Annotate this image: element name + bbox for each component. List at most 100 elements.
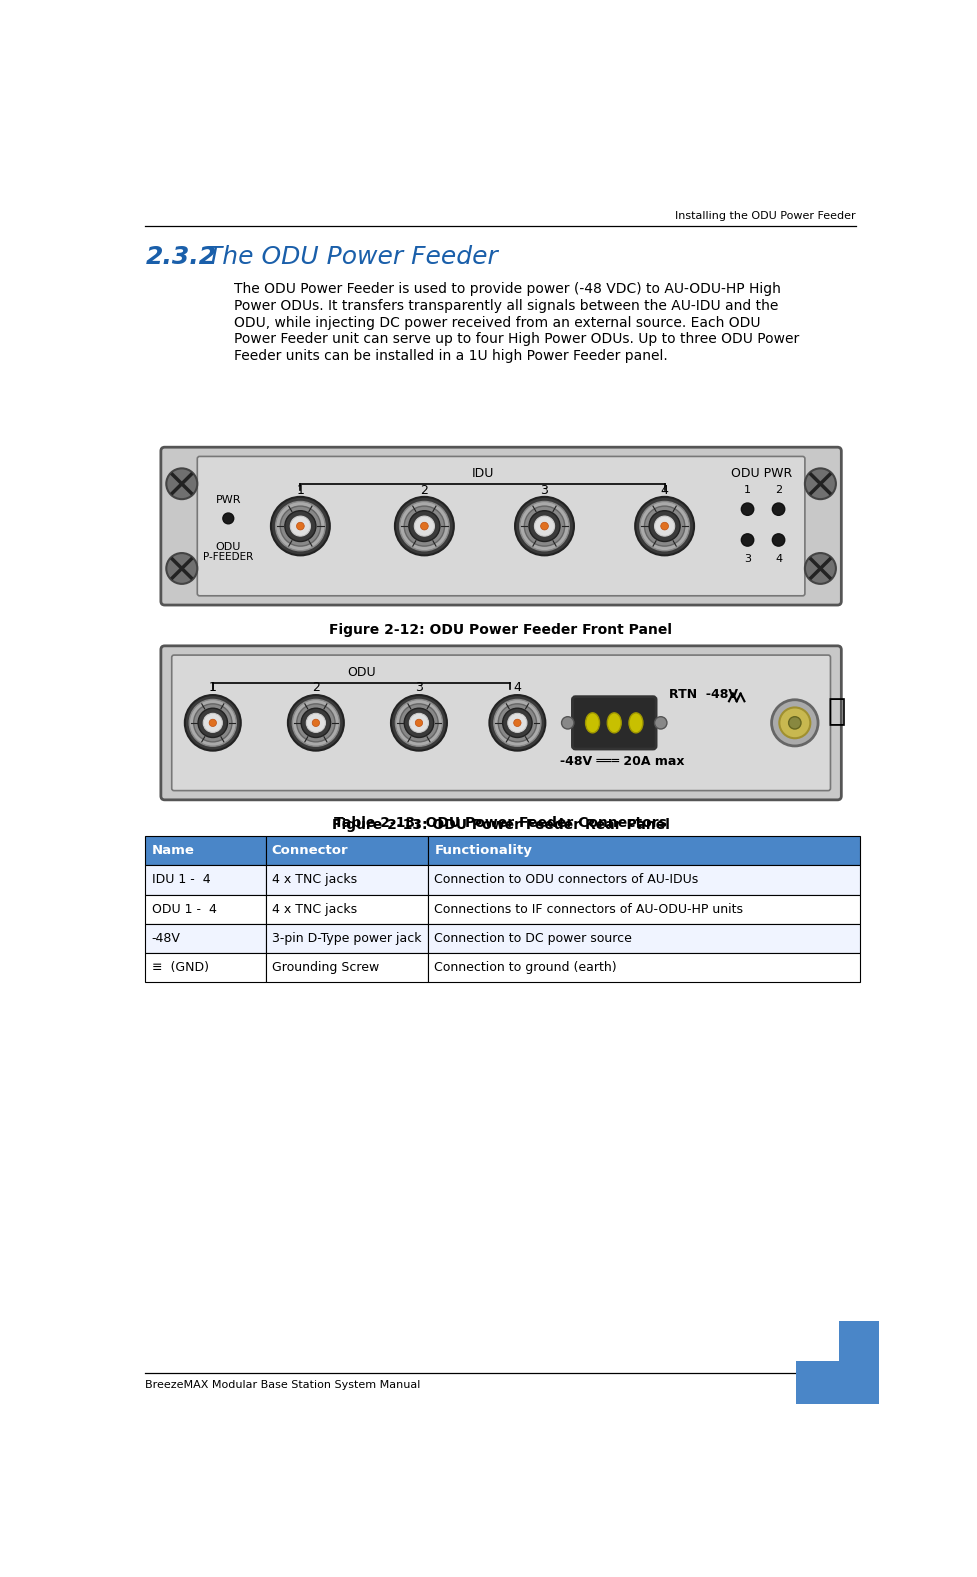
Text: 4: 4 xyxy=(514,681,522,694)
Text: PWR: PWR xyxy=(216,495,241,505)
Circle shape xyxy=(288,695,344,751)
Circle shape xyxy=(655,516,675,536)
Text: Power ODUs. It transfers transparently all signals between the AU-IDU and the: Power ODUs. It transfers transparently a… xyxy=(234,298,779,312)
Text: ODU PWR: ODU PWR xyxy=(731,467,792,479)
Bar xyxy=(428,924,860,953)
Text: 1: 1 xyxy=(744,486,751,495)
Circle shape xyxy=(540,522,548,530)
Circle shape xyxy=(297,703,335,741)
Text: BreezeMAX Modular Base Station System Manual: BreezeMAX Modular Base Station System Ma… xyxy=(146,1380,421,1391)
Circle shape xyxy=(493,700,541,746)
Bar xyxy=(839,1322,879,1404)
Circle shape xyxy=(415,719,423,727)
Bar xyxy=(146,894,266,924)
Text: Power Feeder unit can serve up to four High Power ODUs. Up to three ODU Power: Power Feeder unit can serve up to four H… xyxy=(234,333,800,347)
Text: 3: 3 xyxy=(415,681,423,694)
Text: Connection to ODU connectors of AU-IDUs: Connection to ODU connectors of AU-IDUs xyxy=(435,874,699,886)
Text: IDU 1 -  4: IDU 1 - 4 xyxy=(151,874,210,886)
Text: ⏚: ⏚ xyxy=(828,697,846,725)
FancyBboxPatch shape xyxy=(573,697,657,749)
Text: ODU: ODU xyxy=(216,541,241,552)
Circle shape xyxy=(301,708,330,738)
Circle shape xyxy=(660,522,668,530)
Circle shape xyxy=(395,497,454,555)
Bar xyxy=(146,953,266,982)
Text: 63: 63 xyxy=(842,1380,856,1391)
Text: Connection to ground (earth): Connection to ground (earth) xyxy=(435,962,617,975)
Text: 4: 4 xyxy=(775,554,783,565)
Circle shape xyxy=(391,695,446,751)
Circle shape xyxy=(525,506,565,546)
Bar xyxy=(266,866,428,894)
Text: 4 x TNC jacks: 4 x TNC jacks xyxy=(272,902,357,916)
Text: Table 2-13: ODU Power Feeder Connectors: Table 2-13: ODU Power Feeder Connectors xyxy=(334,815,667,830)
Circle shape xyxy=(514,719,521,727)
Text: 1: 1 xyxy=(296,484,304,497)
Circle shape xyxy=(404,708,434,738)
Circle shape xyxy=(409,511,440,541)
Text: Name: Name xyxy=(151,844,194,858)
Circle shape xyxy=(515,497,573,555)
Circle shape xyxy=(489,695,545,751)
Circle shape xyxy=(203,713,223,732)
Circle shape xyxy=(414,516,435,536)
Circle shape xyxy=(198,708,228,738)
Circle shape xyxy=(773,535,785,546)
Text: Installing the ODU Power Feeder: Installing the ODU Power Feeder xyxy=(675,211,856,221)
Text: 3-pin D-Type power jack: 3-pin D-Type power jack xyxy=(272,932,421,945)
Text: Figure 2-12: ODU Power Feeder Front Panel: Figure 2-12: ODU Power Feeder Front Pane… xyxy=(329,623,672,637)
Text: IDU: IDU xyxy=(471,467,493,479)
Circle shape xyxy=(420,522,428,530)
Ellipse shape xyxy=(585,713,600,733)
Text: 2.3.2: 2.3.2 xyxy=(146,244,217,268)
Bar xyxy=(428,836,860,866)
Bar xyxy=(796,1361,879,1404)
Circle shape xyxy=(396,700,443,746)
FancyBboxPatch shape xyxy=(161,448,841,606)
Text: Connection to DC power source: Connection to DC power source xyxy=(435,932,632,945)
Circle shape xyxy=(190,700,236,746)
Text: Connections to IF connectors of AU-ODU-HP units: Connections to IF connectors of AU-ODU-H… xyxy=(435,902,743,916)
Circle shape xyxy=(742,503,753,516)
Circle shape xyxy=(772,700,818,746)
Ellipse shape xyxy=(608,713,621,733)
Bar xyxy=(266,953,428,982)
Text: -48V: -48V xyxy=(151,932,181,945)
Text: ODU, while injecting DC power received from an external source. Each ODU: ODU, while injecting DC power received f… xyxy=(234,315,761,330)
Text: 4 x TNC jacks: 4 x TNC jacks xyxy=(272,874,357,886)
Text: -48V ═══ 20A max: -48V ═══ 20A max xyxy=(560,755,684,768)
Bar xyxy=(146,866,266,894)
Circle shape xyxy=(788,716,801,729)
Circle shape xyxy=(529,511,560,541)
Circle shape xyxy=(649,511,680,541)
Text: ODU: ODU xyxy=(347,665,375,680)
Circle shape xyxy=(508,713,527,732)
Circle shape xyxy=(742,535,753,546)
Text: ODU 1 -  4: ODU 1 - 4 xyxy=(151,902,217,916)
Circle shape xyxy=(292,700,339,746)
Text: 2: 2 xyxy=(312,681,319,694)
Circle shape xyxy=(645,506,685,546)
Text: RTN  -48V: RTN -48V xyxy=(668,688,738,702)
Circle shape xyxy=(307,713,325,732)
Bar xyxy=(428,894,860,924)
Bar xyxy=(146,836,266,866)
Circle shape xyxy=(409,713,429,732)
Text: 3: 3 xyxy=(540,484,548,497)
Circle shape xyxy=(193,703,232,741)
Circle shape xyxy=(520,501,570,550)
Bar xyxy=(146,924,266,953)
Bar xyxy=(266,924,428,953)
Circle shape xyxy=(502,708,532,738)
Circle shape xyxy=(166,554,197,583)
Text: The ODU Power Feeder: The ODU Power Feeder xyxy=(207,244,498,268)
Circle shape xyxy=(209,719,217,727)
Circle shape xyxy=(400,501,449,550)
Circle shape xyxy=(635,497,694,555)
Circle shape xyxy=(166,468,197,500)
FancyBboxPatch shape xyxy=(197,456,805,596)
Circle shape xyxy=(780,708,810,738)
Bar xyxy=(428,953,860,982)
Circle shape xyxy=(400,703,438,741)
Text: 2: 2 xyxy=(420,484,428,497)
